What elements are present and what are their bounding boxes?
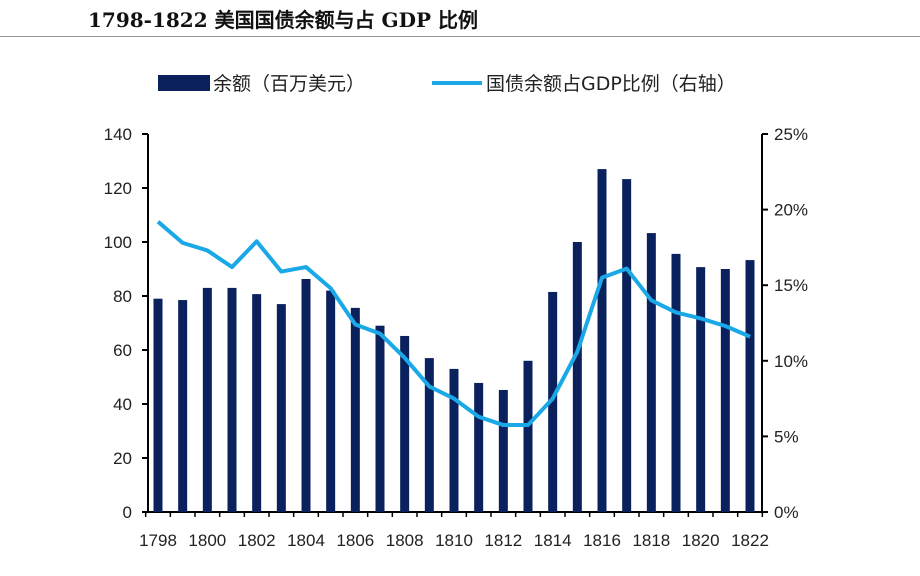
bar-1810 xyxy=(449,368,459,512)
bar-1815 xyxy=(572,242,582,512)
bar-1800 xyxy=(202,287,212,512)
left-tick-label: 80 xyxy=(113,287,132,306)
bar-1811 xyxy=(474,382,484,512)
x-tick-label: 1808 xyxy=(386,531,424,550)
bar-1821 xyxy=(720,269,730,512)
bar-1809 xyxy=(424,358,434,512)
left-tick-label: 20 xyxy=(113,449,132,468)
x-tick-label: 1820 xyxy=(682,531,720,550)
bar-1798 xyxy=(153,298,163,512)
left-tick-label: 60 xyxy=(113,341,132,360)
x-tick-label: 1806 xyxy=(336,531,374,550)
right-tick-label: 25% xyxy=(774,125,808,144)
bar-1816 xyxy=(597,169,607,512)
left-tick-label: 140 xyxy=(104,125,132,144)
bar-1802 xyxy=(252,294,262,512)
right-tick-label: 10% xyxy=(774,352,808,371)
bar-1806 xyxy=(350,307,360,512)
bar-1813 xyxy=(523,360,533,512)
bar-1805 xyxy=(326,290,336,512)
bar-1804 xyxy=(301,278,311,512)
right-tick-label: 20% xyxy=(774,201,808,220)
bar-1814 xyxy=(548,291,558,512)
x-tick-label: 1804 xyxy=(287,531,325,550)
x-tick-label: 1800 xyxy=(188,531,226,550)
x-tick-label: 1802 xyxy=(238,531,276,550)
legend-line-label: 国债余额占GDP比例（右轴） xyxy=(486,73,736,95)
right-tick-label: 5% xyxy=(774,427,799,446)
bar-1820 xyxy=(696,267,706,512)
x-tick-label: 1818 xyxy=(632,531,670,550)
legend-bar-swatch xyxy=(158,75,210,91)
bar-1803 xyxy=(276,304,286,512)
bar-1807 xyxy=(375,325,385,512)
x-tick-label: 1822 xyxy=(731,531,769,550)
chart-title: 1798-1822 美国国债余额与占 GDP 比例 xyxy=(88,8,478,32)
bar-1818 xyxy=(646,233,656,512)
right-tick-label: 15% xyxy=(774,276,808,295)
bar-1819 xyxy=(671,253,681,512)
right-tick-label: 0% xyxy=(774,503,799,522)
bar-1812 xyxy=(498,389,508,512)
left-tick-label: 0 xyxy=(123,503,132,522)
bar-1808 xyxy=(400,335,410,512)
bar-1801 xyxy=(227,287,237,512)
left-tick-label: 40 xyxy=(113,395,132,414)
x-tick-label: 1810 xyxy=(435,531,473,550)
bar-1817 xyxy=(622,179,632,512)
left-tick-label: 120 xyxy=(104,179,132,198)
title-divider xyxy=(0,36,920,37)
x-tick-label: 1816 xyxy=(583,531,621,550)
bar-1799 xyxy=(178,300,188,512)
x-tick-label: 1814 xyxy=(534,531,572,550)
left-tick-label: 100 xyxy=(104,233,132,252)
legend-bar-label: 余额（百万美元） xyxy=(213,73,365,95)
x-tick-label: 1812 xyxy=(484,531,522,550)
bar-1822 xyxy=(745,260,755,512)
x-tick-label: 1798 xyxy=(139,531,177,550)
